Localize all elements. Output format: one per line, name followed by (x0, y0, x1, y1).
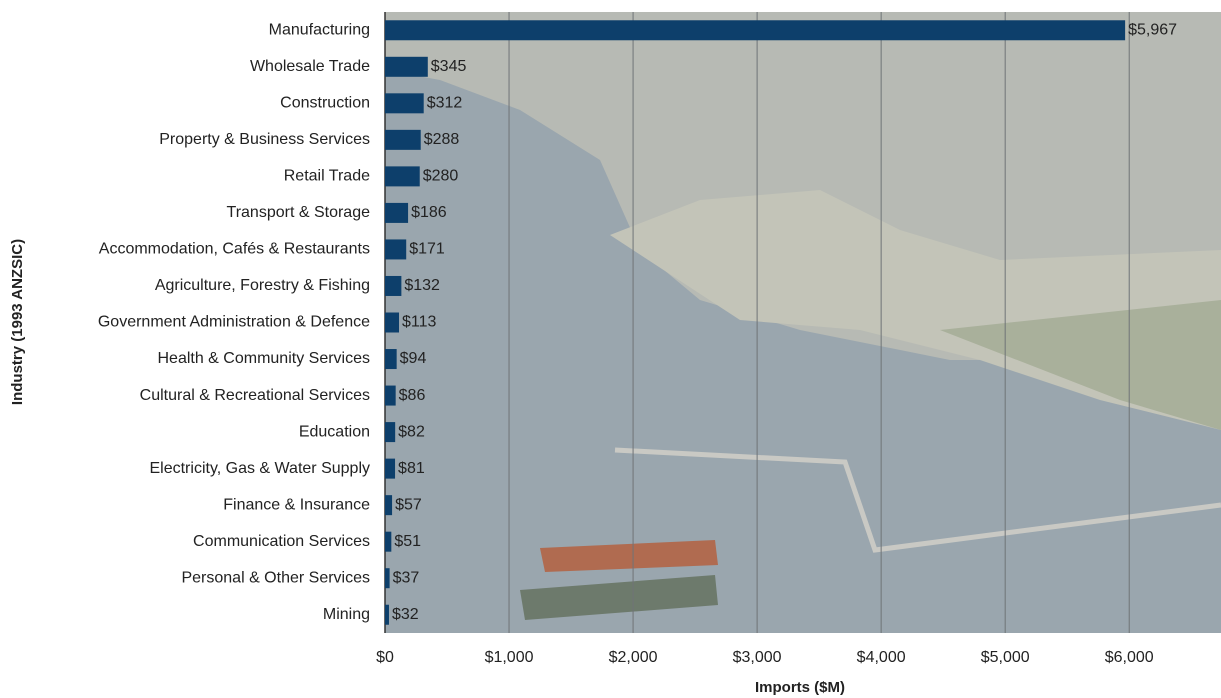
y-tick-label: Health & Community Services (157, 350, 370, 367)
x-axis-title: Imports ($M) (755, 679, 845, 696)
data-label: $81 (398, 460, 425, 477)
data-label: $86 (399, 387, 426, 404)
bar (385, 275, 402, 296)
y-tick-label: Education (299, 423, 370, 440)
y-tick-label: Wholesale Trade (250, 58, 370, 75)
data-label: $51 (394, 533, 421, 550)
data-label: $312 (427, 95, 463, 112)
bar (385, 239, 407, 260)
y-tick-label: Cultural & Recreational Services (140, 387, 370, 404)
data-label: $5,967 (1128, 21, 1177, 38)
x-tick-label: $0 (376, 649, 394, 666)
y-tick-label: Electricity, Gas & Water Supply (149, 460, 370, 477)
background-photo (385, 12, 1221, 633)
x-tick-label: $1,000 (485, 649, 534, 666)
data-label: $57 (395, 496, 422, 513)
y-tick-label: Agriculture, Forestry & Fishing (155, 277, 370, 294)
data-label: $94 (400, 350, 427, 367)
y-tick-label: Accommodation, Cafés & Restaurants (99, 241, 370, 258)
bar (385, 20, 1126, 41)
data-label: $288 (424, 131, 460, 148)
y-tick-label: Construction (280, 95, 370, 112)
bar (385, 312, 400, 333)
data-label: $132 (404, 277, 440, 294)
bar (385, 166, 420, 187)
y-tick-label: Manufacturing (269, 21, 370, 38)
bar (385, 422, 396, 443)
y-tick-label: Finance & Insurance (223, 496, 370, 513)
y-tick-label: Personal & Other Services (181, 569, 370, 586)
bar-layer (385, 20, 1126, 625)
y-tick-label: Retail Trade (284, 168, 370, 185)
bar (385, 531, 392, 552)
y-tick-label: Property & Business Services (159, 131, 370, 148)
x-tick-label: $5,000 (981, 649, 1030, 666)
y-tick-label: Government Administration & Defence (98, 314, 370, 331)
x-tick-label: $3,000 (733, 649, 782, 666)
x-tick-label: $4,000 (857, 649, 906, 666)
bar (385, 56, 428, 77)
data-label: $280 (423, 168, 459, 185)
bar (385, 495, 393, 516)
data-label: $345 (431, 58, 467, 75)
data-label: $37 (393, 569, 420, 586)
y-tick-label: Transport & Storage (227, 204, 371, 221)
data-label: $82 (398, 423, 425, 440)
y-tick-label: Communication Services (193, 533, 370, 550)
bar (385, 349, 397, 370)
bar (385, 385, 396, 406)
data-label: $113 (402, 314, 437, 331)
bar (385, 568, 390, 589)
bar (385, 93, 424, 114)
data-label: $186 (411, 204, 447, 221)
x-tick-label: $6,000 (1105, 649, 1154, 666)
bar (385, 604, 389, 625)
y-axis-title: Industry (1993 ANZSIC) (9, 239, 26, 405)
y-tick-label: Mining (323, 606, 370, 623)
data-label: $32 (392, 606, 419, 623)
bar (385, 458, 396, 479)
x-tick-label: $2,000 (609, 649, 658, 666)
bar (385, 129, 421, 150)
data-label: $171 (409, 241, 445, 258)
bar (385, 202, 409, 223)
